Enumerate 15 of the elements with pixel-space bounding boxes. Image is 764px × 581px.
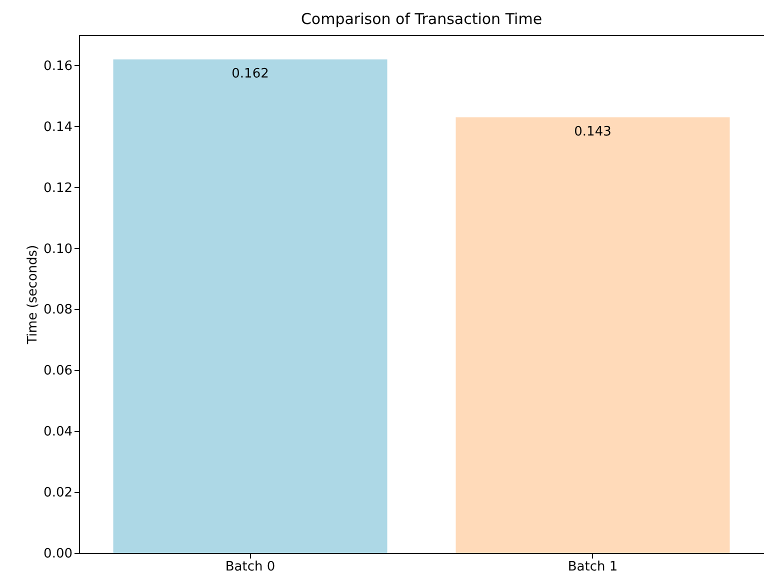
x-tick-label: Batch 0: [225, 560, 276, 574]
y-tick-label: 0.04: [44, 424, 72, 440]
y-tick-label: 0.06: [44, 364, 72, 379]
data-label: 0.143: [574, 124, 612, 140]
data-label: 0.162: [232, 66, 269, 82]
y-tick-label: 0.10: [44, 242, 72, 257]
y-tick-label: 0.14: [44, 120, 72, 135]
x-tick-label: Batch 1: [568, 560, 618, 574]
y-tick-label: 0.12: [44, 180, 72, 196]
y-tick-label: 0.08: [44, 302, 72, 318]
y-tick-label: 0.02: [44, 486, 72, 501]
y-tick-label: 0.16: [44, 58, 72, 74]
chart-title: Comparison of Transaction Time: [300, 10, 542, 28]
y-tick-label: 0.00: [44, 546, 72, 562]
y-axis-title: Time (seconds): [26, 244, 41, 346]
